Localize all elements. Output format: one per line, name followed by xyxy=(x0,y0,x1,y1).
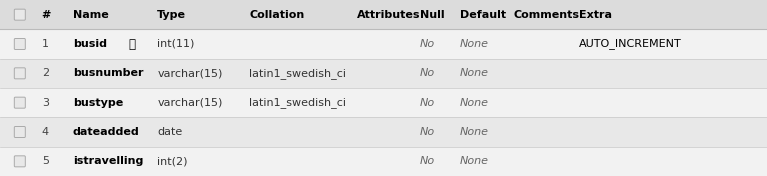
Text: Collation: Collation xyxy=(249,10,304,20)
Text: Null: Null xyxy=(420,10,444,20)
Text: Comments: Comments xyxy=(514,10,580,20)
FancyBboxPatch shape xyxy=(15,127,25,137)
Text: No: No xyxy=(420,127,435,137)
Text: 4: 4 xyxy=(42,127,49,137)
Text: busnumber: busnumber xyxy=(73,68,143,78)
Text: Default: Default xyxy=(460,10,506,20)
Text: int(2): int(2) xyxy=(157,156,188,166)
Text: No: No xyxy=(420,156,435,166)
Text: int(11): int(11) xyxy=(157,39,195,49)
FancyBboxPatch shape xyxy=(15,68,25,79)
Text: #: # xyxy=(41,10,51,20)
Text: 1: 1 xyxy=(42,39,49,49)
Text: None: None xyxy=(460,98,489,108)
Text: No: No xyxy=(420,68,435,78)
Text: 🔑: 🔑 xyxy=(128,37,135,51)
Text: 5: 5 xyxy=(42,156,49,166)
Text: Name: Name xyxy=(73,10,109,20)
Text: 2: 2 xyxy=(42,68,49,78)
Bar xyxy=(0,29,767,59)
FancyBboxPatch shape xyxy=(15,156,25,167)
Text: No: No xyxy=(420,98,435,108)
Text: No: No xyxy=(420,39,435,49)
Text: None: None xyxy=(460,39,489,49)
Text: AUTO_INCREMENT: AUTO_INCREMENT xyxy=(579,39,682,49)
Bar xyxy=(0,0,767,29)
Text: None: None xyxy=(460,68,489,78)
Text: istravelling: istravelling xyxy=(73,156,143,166)
Text: dateadded: dateadded xyxy=(73,127,140,137)
Bar xyxy=(0,117,767,147)
Text: None: None xyxy=(460,156,489,166)
Bar xyxy=(0,147,767,176)
Text: Attributes: Attributes xyxy=(357,10,420,20)
Bar xyxy=(0,59,767,88)
Bar xyxy=(0,88,767,117)
FancyBboxPatch shape xyxy=(15,97,25,108)
Text: Type: Type xyxy=(157,10,186,20)
FancyBboxPatch shape xyxy=(15,9,25,20)
Text: latin1_swedish_ci: latin1_swedish_ci xyxy=(249,68,346,79)
FancyBboxPatch shape xyxy=(15,39,25,49)
Text: varchar(15): varchar(15) xyxy=(157,98,222,108)
Text: latin1_swedish_ci: latin1_swedish_ci xyxy=(249,97,346,108)
Text: None: None xyxy=(460,127,489,137)
Text: Extra: Extra xyxy=(579,10,612,20)
Text: varchar(15): varchar(15) xyxy=(157,68,222,78)
Text: date: date xyxy=(157,127,183,137)
Text: bustype: bustype xyxy=(73,98,123,108)
Text: 3: 3 xyxy=(42,98,49,108)
Text: busid: busid xyxy=(73,39,107,49)
